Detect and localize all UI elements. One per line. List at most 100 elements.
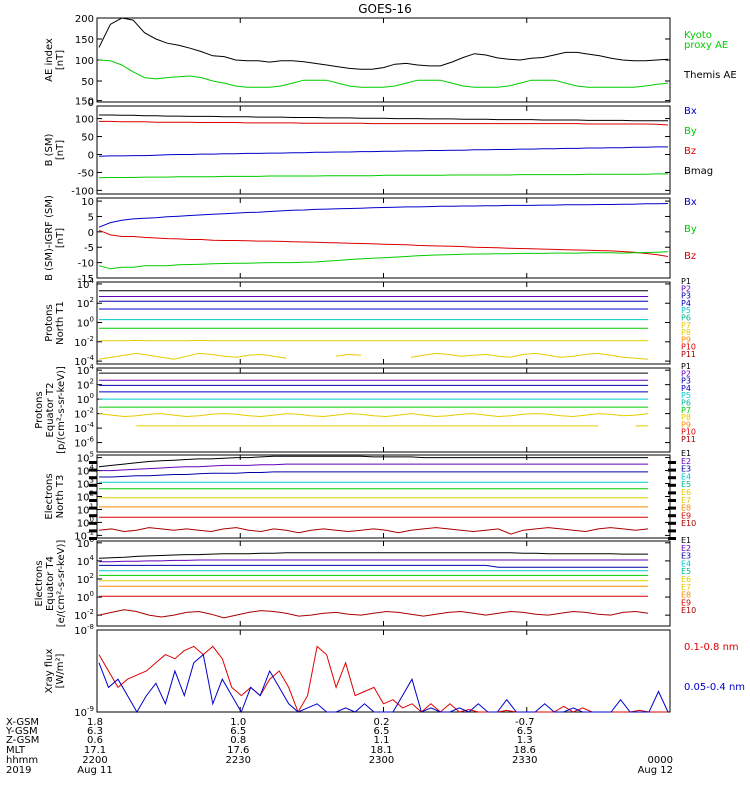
x-table-cell: 18.6 <box>514 745 536 756</box>
x-table-cell: Aug 11 <box>77 765 112 776</box>
edge-marker <box>89 499 97 502</box>
edge-marker <box>668 521 676 525</box>
x-table-cell: 6.5 <box>230 726 246 737</box>
legend-entry: E6 <box>681 488 691 497</box>
y-tick-label: 104 <box>77 554 95 568</box>
legend-entry: P6 <box>681 314 691 323</box>
y-tick-label: 105 <box>77 451 94 465</box>
y-tick-label: 200 <box>75 14 94 25</box>
legend-entry: E7 <box>681 583 691 592</box>
x-table-cell: 1.0 <box>230 717 246 728</box>
legend-entry: E5 <box>681 567 691 576</box>
y-tick-label: 101 <box>77 502 94 516</box>
legend-entry: Kyoto proxy AE <box>684 30 728 51</box>
y-tick-label: 100 <box>77 590 94 604</box>
panel-frame <box>96 629 671 713</box>
y-tick-label: 0 <box>88 98 94 109</box>
x-table-cell: 0.8 <box>230 735 246 746</box>
y-tick-label: -50 <box>78 168 94 179</box>
x-axis-table: X-GSMY-GSMZ-GSMMLThhmm20191.86.30.617.12… <box>5 717 673 776</box>
y-tick-label: 100 <box>77 316 94 330</box>
edge-marker <box>89 461 97 464</box>
y-axis-label: ElectronsNorth T3 <box>44 473 66 519</box>
series-line-1 <box>98 17 669 70</box>
legend-entry: E4 <box>681 472 691 481</box>
y-tick-label: 10-2 <box>74 608 94 622</box>
y-axis-label: AE index[nT] <box>44 38 66 82</box>
y-tick-label: 103 <box>77 477 94 491</box>
legend-entry: E3 <box>681 465 691 474</box>
legend-entry: E1 <box>681 536 691 545</box>
x-table-cell: 6.3 <box>87 726 103 737</box>
legend-entry: P8 <box>681 328 691 337</box>
legend-entry: P9 <box>681 335 691 344</box>
legend-entry: P1 <box>681 362 691 371</box>
panel-3: -15 -10 -5 0 5 10 B (SM)-IGRF (SM)[nT] Bx By Bz <box>44 195 697 285</box>
panel-1: 0 50 100 150 200 AE index[nT] Kyoto proxy AE The… <box>44 14 737 109</box>
series-line-9 <box>98 609 649 619</box>
legend-entry: E3 <box>681 552 691 561</box>
legend-entry: Bz <box>684 251 696 262</box>
legend-entry: E2 <box>681 544 691 553</box>
legend-entry: P6 <box>681 399 691 408</box>
y-axis-label: ElectronsEquator T4[e/(cm²-s-sr-keV)] <box>34 540 67 628</box>
y-tick-label: 50 <box>81 133 94 144</box>
y-tick-label: 150 <box>75 97 94 108</box>
series-line-2 <box>99 559 649 563</box>
x-table-cell: 1.3 <box>517 735 533 746</box>
legend-entry: E9 <box>681 511 691 520</box>
edge-marker <box>89 506 97 510</box>
legend-entry: E1 <box>681 449 691 458</box>
legend-entry: Bx <box>684 197 697 208</box>
x-row-label: Y-GSM <box>5 726 38 737</box>
x-row-label: X-GSM <box>6 717 39 728</box>
panel-frame <box>96 17 671 103</box>
y-tick-label: 10-9 <box>74 705 94 719</box>
legend-entry: P11 <box>681 350 696 359</box>
legend-entry: Bx <box>684 106 697 117</box>
legend-entry: 0.05-0.4 nm <box>684 682 745 693</box>
series-line-2 <box>98 229 669 257</box>
series-line-9 <box>98 527 649 535</box>
edge-marker <box>668 514 676 518</box>
y-axis-label: B (SM)-IGRF (SM)[nT] <box>44 195 66 281</box>
y-tick-label: 100 <box>75 56 94 67</box>
legend-entry: E7 <box>681 496 691 505</box>
y-tick-label: 10-1 <box>74 528 94 542</box>
legend-entry: By <box>684 224 697 235</box>
y-tick-label: 150 <box>75 35 94 46</box>
legend-entry: E2 <box>681 457 691 466</box>
edge-marker <box>668 476 676 480</box>
legend-entry: P1 <box>681 277 691 286</box>
legend-entry: By <box>684 126 697 137</box>
legend-entry: P2 <box>681 369 691 378</box>
x-table-cell: 0.2 <box>374 717 390 728</box>
y-tick-label: 10-2 <box>74 407 94 421</box>
series-line-3 <box>99 471 649 478</box>
y-tick-label: 0 <box>88 150 94 161</box>
x-table-cell: 17.6 <box>227 745 249 756</box>
edge-marker <box>668 529 676 533</box>
legend-entry: E4 <box>681 559 691 568</box>
series-line-1 <box>98 455 649 468</box>
y-tick-label: 100 <box>77 392 94 406</box>
x-table-cell: 0000 <box>648 755 673 766</box>
edge-marker <box>89 468 97 472</box>
edge-marker <box>668 491 676 495</box>
y-tick-label: 102 <box>77 378 94 392</box>
y-tick-label: 104 <box>77 464 95 478</box>
legend-entry: E8 <box>681 504 691 513</box>
series-line-3 <box>98 251 669 270</box>
x-table-cell: 2200 <box>82 755 107 766</box>
x-table-cell: -0.7 <box>515 717 535 728</box>
legend-entry: P3 <box>681 292 691 301</box>
series-line-2 <box>98 59 669 88</box>
legend-entry: E9 <box>681 598 691 607</box>
edge-marker <box>668 483 676 487</box>
y-tick-label: 10 <box>81 197 94 208</box>
